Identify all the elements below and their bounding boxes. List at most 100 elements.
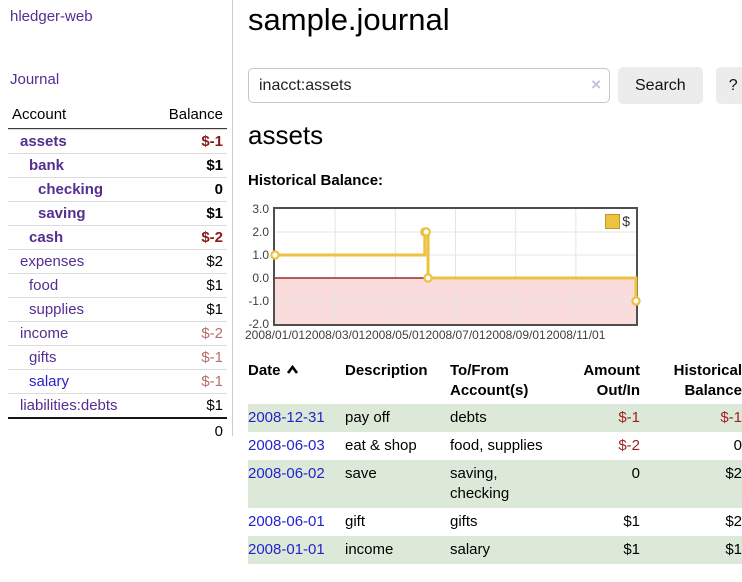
transaction-amount: $-1 bbox=[618, 409, 640, 426]
transaction-date-link[interactable]: 2008-01-01 bbox=[248, 541, 325, 558]
transaction-date-link[interactable]: 2008-06-03 bbox=[248, 437, 325, 454]
transaction-date-cell: 2008-12-31 bbox=[248, 404, 345, 432]
transaction-balance: $-1 bbox=[720, 409, 742, 426]
clear-search-icon[interactable]: × bbox=[591, 75, 601, 94]
account-link[interactable]: bank bbox=[8, 153, 150, 177]
x-axis-tick-label: 2008/01/01 bbox=[244, 328, 306, 342]
account-balance: $-2 bbox=[149, 321, 227, 345]
accounts-table-header-row: Account Balance bbox=[8, 103, 227, 129]
account-balance: $1 bbox=[149, 297, 227, 321]
transaction-description: eat & shop bbox=[345, 437, 417, 454]
transaction-row: 2008-01-01 income salary $1 $1 bbox=[248, 536, 742, 564]
account-balance: $-1 bbox=[149, 369, 227, 393]
chart-plot-area[interactable]: $ bbox=[270, 207, 641, 326]
legend-swatch-icon bbox=[605, 213, 621, 229]
account-balance: $2 bbox=[149, 249, 227, 273]
y-axis-tick-label: 2.0 bbox=[252, 225, 269, 239]
chart-canvas bbox=[270, 209, 641, 324]
account-link[interactable]: liabilities:debts bbox=[8, 393, 150, 417]
account-row: saving $1 bbox=[8, 201, 227, 225]
transaction-description: gift bbox=[345, 513, 366, 530]
account-balance: $-1 bbox=[149, 129, 227, 153]
historical-balance-label: Historical Balance: bbox=[248, 172, 384, 189]
app-brand-link[interactable]: hledger-web bbox=[10, 8, 93, 25]
transaction-row: 2008-12-31 pay off debts $-1 $-1 bbox=[248, 404, 742, 432]
main-content: sample.journal × Search ? assets Histori… bbox=[245, 0, 742, 582]
account-balance: $1 bbox=[149, 153, 227, 177]
date-column-header[interactable]: Date bbox=[248, 358, 345, 404]
transaction-date-cell: 2008-01-01 bbox=[248, 536, 345, 564]
account-heading: assets bbox=[248, 120, 324, 150]
y-axis-tick-label: 1.0 bbox=[252, 248, 269, 262]
transaction-accounts: food, supplies bbox=[450, 437, 543, 454]
y-axis-tick-label: -1.0 bbox=[248, 294, 269, 308]
page-title: sample.journal bbox=[248, 2, 450, 37]
account-balance: 0 bbox=[149, 177, 227, 201]
account-row: income $-2 bbox=[8, 321, 227, 345]
account-balance: $1 bbox=[149, 273, 227, 297]
sidebar-item-journal[interactable]: Journal bbox=[10, 71, 60, 88]
sort-ascending-icon bbox=[286, 364, 298, 374]
account-balance: $-2 bbox=[149, 225, 227, 249]
y-axis-tick-label: 0.0 bbox=[252, 271, 269, 285]
search-input-wrap: × bbox=[248, 68, 610, 103]
search-form: × Search ? bbox=[248, 67, 742, 104]
transaction-amount: $1 bbox=[623, 513, 640, 530]
transaction-row: 2008-06-01 gift gifts $1 $2 bbox=[248, 508, 742, 536]
transaction-date-link[interactable]: 2008-06-02 bbox=[248, 465, 325, 482]
account-row: checking 0 bbox=[8, 177, 227, 201]
transaction-date-cell: 2008-06-03 bbox=[248, 432, 345, 460]
account-row: expenses $2 bbox=[8, 249, 227, 273]
x-axis-tick-label: 2008/07/01 bbox=[425, 328, 486, 342]
transaction-date-cell: 2008-06-02 bbox=[248, 460, 345, 508]
transaction-amount: $1 bbox=[623, 541, 640, 558]
transaction-accounts: gifts bbox=[450, 513, 478, 530]
account-link[interactable]: checking bbox=[8, 177, 150, 201]
transaction-row: 2008-06-03 eat & shop food, supplies $-2… bbox=[248, 432, 742, 460]
transaction-date-link[interactable]: 2008-06-01 bbox=[248, 513, 325, 530]
accounts-total-row: 0 bbox=[8, 417, 227, 444]
account-link[interactable]: saving bbox=[8, 201, 150, 225]
transaction-description: pay off bbox=[345, 409, 390, 426]
transaction-date-link[interactable]: 2008-12-31 bbox=[248, 409, 325, 426]
sidebar-divider bbox=[232, 0, 233, 436]
account-link[interactable]: gifts bbox=[8, 345, 150, 369]
account-link[interactable]: assets bbox=[8, 129, 150, 153]
balance-column-header: Historical Balance bbox=[673, 362, 742, 399]
account-row: liabilities:debts $1 bbox=[8, 393, 227, 417]
search-input[interactable] bbox=[248, 68, 610, 103]
account-link[interactable]: salary bbox=[8, 369, 150, 393]
account-link[interactable]: expenses bbox=[8, 249, 150, 273]
accounts-column-header: To/From Account(s) bbox=[450, 362, 529, 399]
transaction-date-cell: 2008-06-01 bbox=[248, 508, 345, 536]
transaction-balance: $1 bbox=[725, 541, 742, 558]
account-row: gifts $-1 bbox=[8, 345, 227, 369]
accounts-column-header: Account bbox=[8, 103, 150, 129]
account-link[interactable]: food bbox=[8, 273, 150, 297]
description-column-header: Description bbox=[345, 362, 428, 379]
accounts-total-spacer bbox=[8, 417, 150, 444]
y-axis-tick-label: 3.0 bbox=[252, 202, 269, 216]
account-balance: $1 bbox=[149, 393, 227, 417]
help-button[interactable]: ? bbox=[715, 67, 742, 104]
search-button[interactable]: Search bbox=[618, 67, 703, 104]
y-axis-tick-label: -2.0 bbox=[248, 317, 269, 331]
transaction-accounts: saving, checking bbox=[450, 465, 510, 502]
account-link[interactable]: cash bbox=[8, 225, 150, 249]
transaction-accounts: debts bbox=[450, 409, 487, 426]
transaction-balance: $2 bbox=[725, 513, 742, 530]
account-link[interactable]: supplies bbox=[8, 297, 150, 321]
account-balance: $-1 bbox=[149, 345, 227, 369]
account-balance: $1 bbox=[149, 201, 227, 225]
transaction-row: 2008-06-02 save saving, checking 0 $2 bbox=[248, 460, 742, 508]
transaction-description: income bbox=[345, 541, 394, 558]
x-axis-tick-label: 2008/05/01 bbox=[365, 328, 426, 342]
x-axis-tick-label: 2008/09/01 bbox=[485, 328, 546, 342]
historical-balance-chart: $ 3.0 2.0 1.0 0.0 -1.0 -2.0 2008/01/01 2008/03/… bbox=[245, 200, 742, 352]
transaction-description: save bbox=[345, 465, 377, 482]
account-row: salary $-1 bbox=[8, 369, 227, 393]
transaction-amount: 0 bbox=[631, 465, 640, 482]
account-link[interactable]: income bbox=[8, 321, 150, 345]
register-header-row: Date Description To/From Account(s) Amou… bbox=[248, 358, 742, 404]
